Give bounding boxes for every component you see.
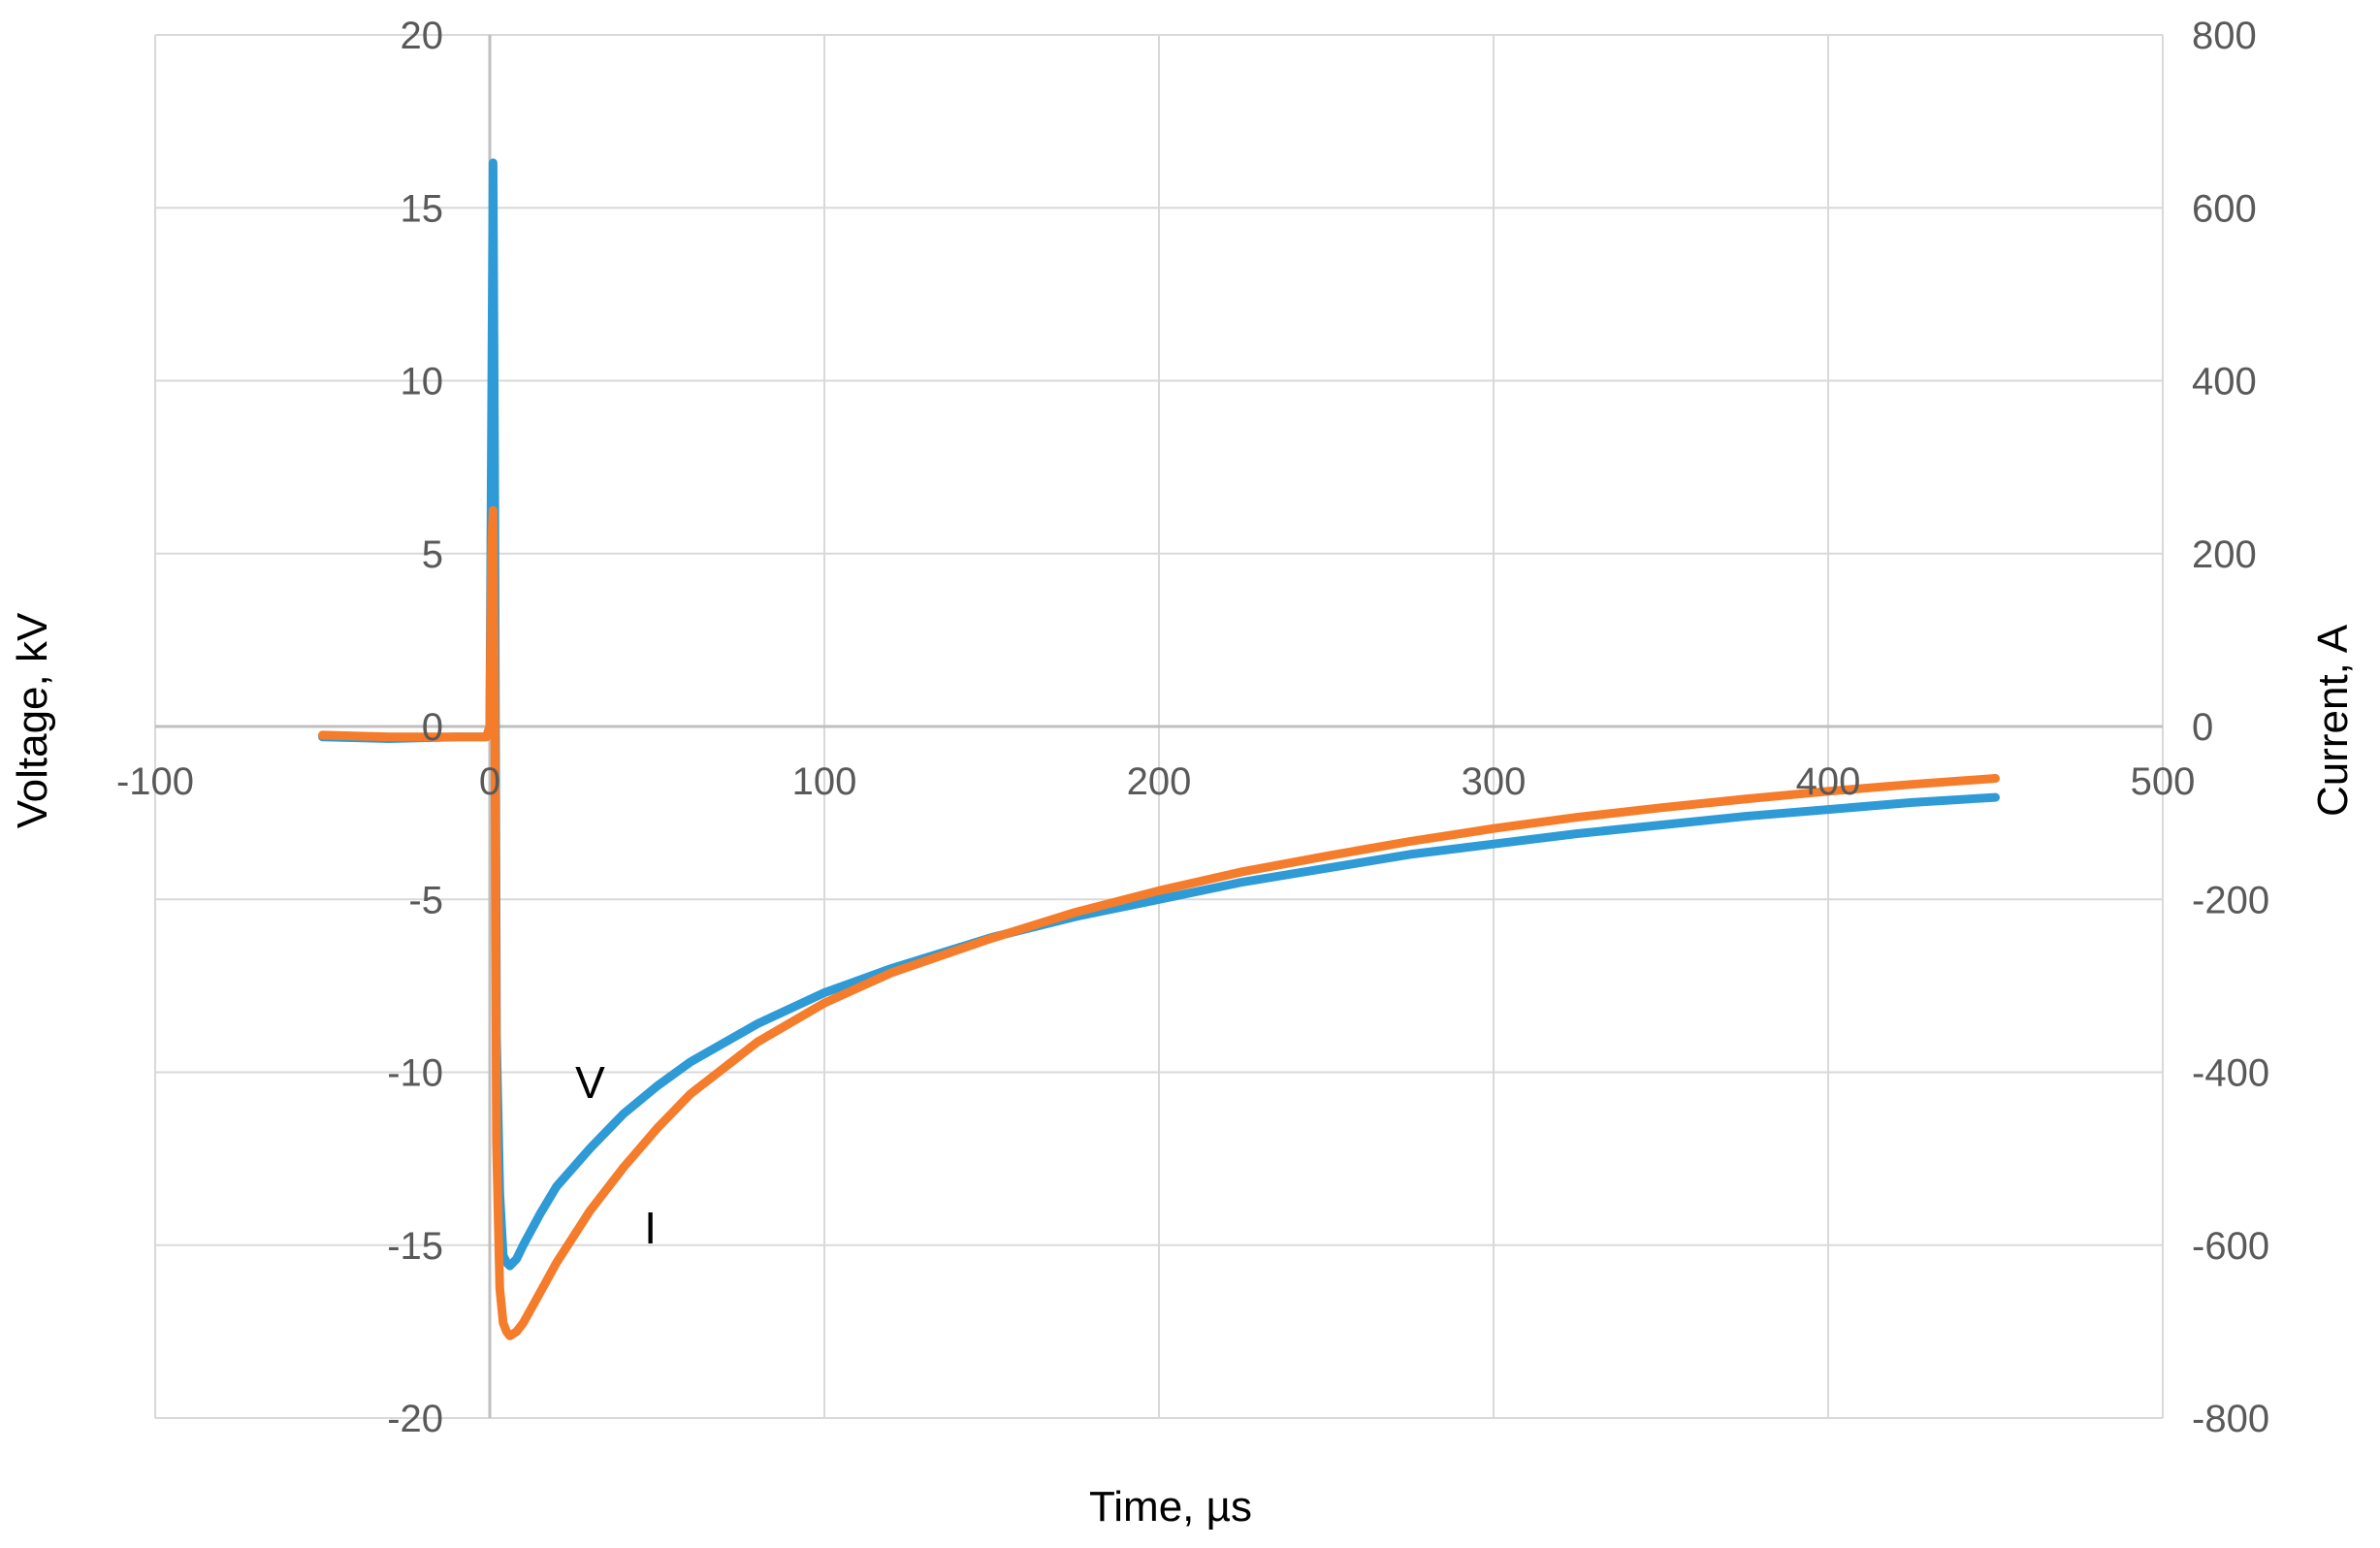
y2-tick-label: -200: [2192, 879, 2269, 921]
y-axis-title: Voltage, kV: [9, 612, 56, 828]
series-line-i: [318, 505, 2000, 1340]
x-tick-label: 400: [1796, 760, 1861, 803]
x-tick-label: -100: [116, 760, 194, 803]
series-line-v: [318, 158, 2000, 1271]
x-tick-label: 300: [1462, 760, 1527, 803]
y-tick-label: 20: [401, 15, 444, 57]
y-tick-label: 10: [401, 361, 444, 403]
y-tick-label: 0: [422, 706, 443, 749]
y-tick-label: -20: [387, 1398, 443, 1440]
x-tick-label: 200: [1127, 760, 1192, 803]
annotation-v: V: [575, 1057, 605, 1108]
y-tick-label: -10: [387, 1052, 443, 1095]
y2-tick-label: 600: [2192, 187, 2257, 230]
y2-tick-label: -600: [2192, 1225, 2269, 1268]
series: [318, 158, 2000, 1340]
y-tick-label: 5: [422, 533, 443, 576]
y2-tick-label: 0: [2192, 706, 2213, 749]
y-tick-label: -15: [387, 1225, 443, 1268]
x-axis-title: Time, µs: [1089, 1483, 1252, 1531]
y2-tick-label: 400: [2192, 361, 2257, 403]
x-tick-label: 100: [792, 760, 857, 803]
y2-axis-title: Current, A: [2309, 624, 2357, 817]
x-tick-label: 0: [479, 760, 500, 803]
y-tick-label: -5: [408, 879, 443, 921]
annotation-i: I: [644, 1203, 657, 1253]
y2-tick-label: -800: [2192, 1398, 2269, 1440]
y-tick-label: 15: [401, 187, 444, 230]
y2-tick-label: 200: [2192, 533, 2257, 576]
y2-tick-label: -400: [2192, 1052, 2269, 1095]
x-tick-label: 500: [2131, 760, 2196, 803]
y2-tick-label: 800: [2192, 15, 2257, 57]
labels: -100 0 100 200 300 400 500 -20 -15 -10 -5 0 5 10 15 20 -…: [116, 15, 2269, 1440]
